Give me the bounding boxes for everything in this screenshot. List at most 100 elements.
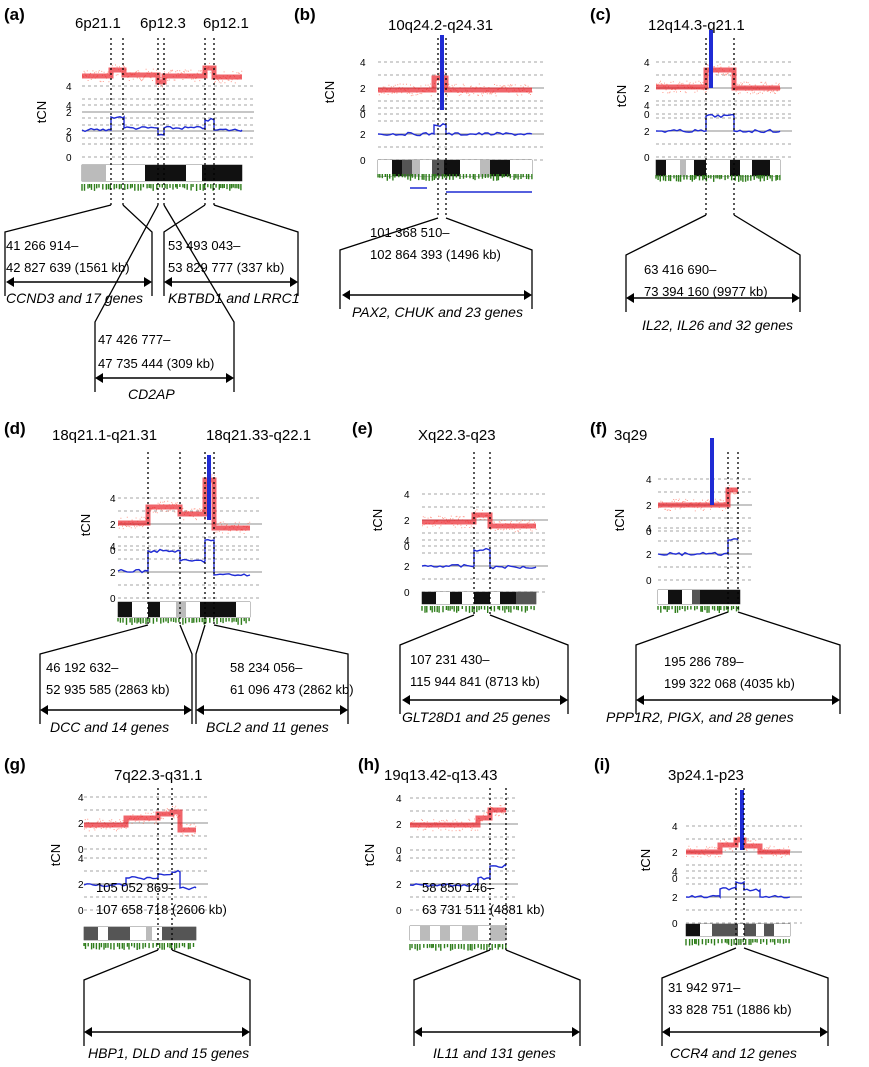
coordinate-end: 42 827 639 (1561 kb) [6,260,130,275]
y-tick-label: 4 [672,822,678,833]
zoom-funnel [39,624,193,724]
y-tick-label: 2 [360,130,366,141]
y-axis-label: tCN [34,101,49,123]
y-tick-label: 2 [646,501,652,512]
cytoband-segment [740,160,752,176]
cytoband-segment [490,592,500,604]
panel-label: (g) [4,755,26,774]
y-tick-label: 4 [110,542,116,553]
cytoband-segment [444,160,460,176]
y-tick-label: 2 [396,820,402,831]
y-tick-label: 0 [672,874,678,885]
cytoband-segment [402,160,412,176]
y-tick-label: 4 [672,867,678,878]
coordinate-start: 107 231 430– [410,652,490,667]
coordinate-start: 46 192 632– [46,660,119,675]
red-track [378,75,532,93]
cytoband-title: 19q13.42-q13.43 [384,767,497,784]
red-track [656,67,780,91]
zoom-region: 101 368 510– 102 864 393 (1496 kb) PAX2, C… [339,217,533,320]
zoom-funnel [399,614,569,714]
panel-label: (e) [352,419,373,438]
gene-list: IL22, IL26 and 32 genes [642,317,793,333]
y-tick-label: 0 [644,153,650,164]
zoom-region: 31 942 971– 33 828 751 (1886 kb) CCR4 and … [661,947,829,1061]
y-tick-label: 2 [644,84,650,95]
cytoband-segment [436,592,450,604]
y-tick-label: 4 [644,101,650,112]
blue-track [81,115,243,136]
cytoband-segment [668,590,682,604]
coordinate-start: 47 426 777– [98,332,171,347]
y-axis-label: tCN [638,849,653,871]
gene-track [421,606,535,613]
cytoband-segment [145,165,186,181]
gene-track [685,939,790,946]
y-tick-label: 4 [396,854,402,865]
cytoband-title: Xq22.3-q23 [418,427,496,444]
coordinate-end: 63 731 511 (4881 kb) [422,902,545,917]
y-tick-label: 4 [644,58,650,69]
y-tick-label: 0 [672,919,678,930]
cytoband-title: 7q22.3-q31.1 [114,767,202,784]
coordinate-end: 61 096 473 (2862 kb) [230,682,354,697]
panel-4: (d) 18q21.1-q21.31 18q21.33-q22.1tCN420420… [4,419,354,735]
blue-track [117,538,251,577]
cytoband-segment [108,927,130,940]
y-tick-label: 4 [646,475,652,486]
gene-list: DCC and 14 genes [50,719,169,735]
cytoband-segment [694,160,706,176]
panel-label: (d) [4,419,26,438]
cytoband-segment [712,924,738,936]
cytoband-segment [160,602,176,617]
red-track [422,512,536,529]
amplification-spike [710,438,714,505]
y-tick-label: 0 [78,906,84,917]
cytoband-title: 6p12.3 [140,15,186,32]
cytoband-segment [430,926,440,940]
zoom-region: 195 286 789– 199 322 068 (4035 kb) PPP1R2,… [606,611,841,725]
zoom-region: 58 850 146– 63 731 511 (4881 kb) IL11 and … [413,880,581,1061]
cytoband-segment [752,160,770,176]
y-axis-label: tCN [322,81,337,103]
y-tick-label: 4 [360,58,366,69]
gene-list: CCR4 and 12 genes [670,1045,797,1061]
y-tick-label: 0 [66,153,72,164]
cytoband-segment [658,590,668,604]
coordinate-end: 102 864 393 (1496 kb) [370,247,501,262]
red-track [118,477,250,531]
cytoband-segment [412,160,420,176]
cytoband-segment [682,590,692,604]
y-tick-label: 0 [396,846,402,857]
zoom-funnel [625,214,801,312]
cytoband-segment [490,926,506,940]
cytoband-segment [106,165,145,181]
blue-track [657,538,739,557]
gene-track [409,944,507,951]
cytoband-segment [84,927,98,940]
cytoband-segment [420,160,432,176]
coordinate-start: 58 850 146– [422,880,495,895]
cytoband-segment [700,590,710,604]
y-tick-label: 4 [404,490,410,501]
y-tick-label: 0 [646,576,652,587]
red-track [686,837,790,855]
cytoband-segment [202,165,242,181]
cytoband-segment [774,924,790,936]
y-tick-label: 0 [396,906,402,917]
red-track [82,65,242,85]
gene-track [117,618,250,625]
cytoband-segment [706,160,730,176]
cytoband-segment [422,592,436,604]
panel-label: (c) [590,5,611,24]
y-tick-label: 4 [66,101,72,112]
amplification-spike [207,455,211,520]
gene-list: HBP1, DLD and 15 genes [88,1045,249,1061]
y-tick-label: 2 [78,819,84,830]
amplification-spike [709,30,713,88]
gene-track [657,606,740,613]
y-tick-label: 0 [404,542,410,553]
y-axis-label: tCN [78,514,93,536]
coordinate-end: 107 658 718 (2606 kb) [96,902,227,917]
